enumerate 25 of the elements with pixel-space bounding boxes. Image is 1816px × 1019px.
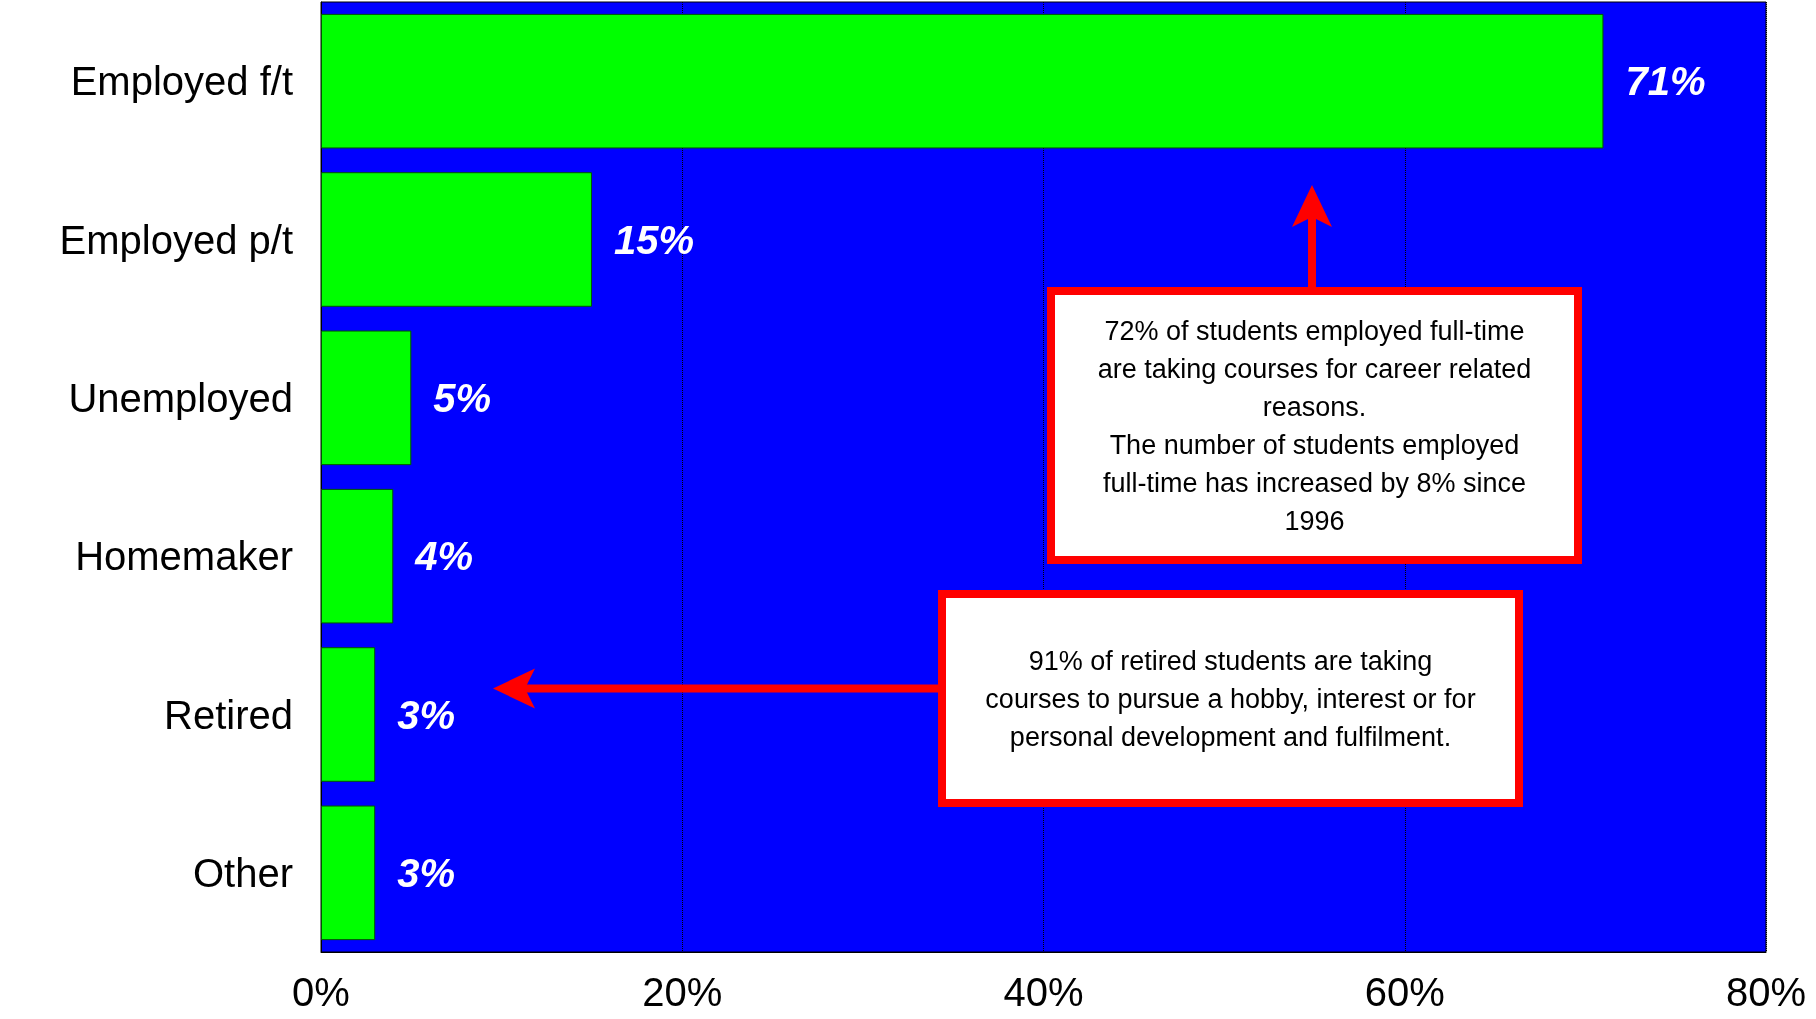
x-tick-label: 20% (642, 970, 723, 1014)
x-tick-label: 80% (1725, 970, 1807, 1014)
bar (321, 488, 394, 624)
y-tick-label: Unemployed (68, 375, 293, 420)
x-tick-label: 0% (292, 970, 350, 1014)
data-label: 3% (397, 692, 455, 737)
bar (321, 330, 412, 466)
callout-box: 91% of retired students are taking courses to pursue a hobby, interest or for personal development and fulfilment. (938, 590, 1523, 807)
bar (321, 13, 1604, 149)
data-label: 3% (397, 850, 455, 895)
bar (321, 805, 376, 941)
x-tick-label: 40% (1003, 970, 1084, 1014)
bar (321, 647, 376, 782)
y-tick-label: Homemaker (75, 534, 293, 579)
data-label: 4% (414, 534, 474, 579)
data-label: 71% (1625, 59, 1706, 104)
y-tick-label: Other (192, 850, 293, 895)
y-tick-label: Employed p/t (59, 217, 293, 262)
data-label: 15% (613, 217, 694, 262)
data-label: 5% (433, 375, 492, 420)
callout-box: 72% of students employed full-time are taking courses for career related reasons. The number of students employed full-time has increased by 8% since 1996 (1047, 287, 1582, 564)
bar (321, 172, 592, 307)
y-tick-label: Retired (164, 692, 293, 737)
y-tick-label: Employed f/t (70, 59, 293, 104)
x-tick-label: 60% (1364, 970, 1445, 1014)
